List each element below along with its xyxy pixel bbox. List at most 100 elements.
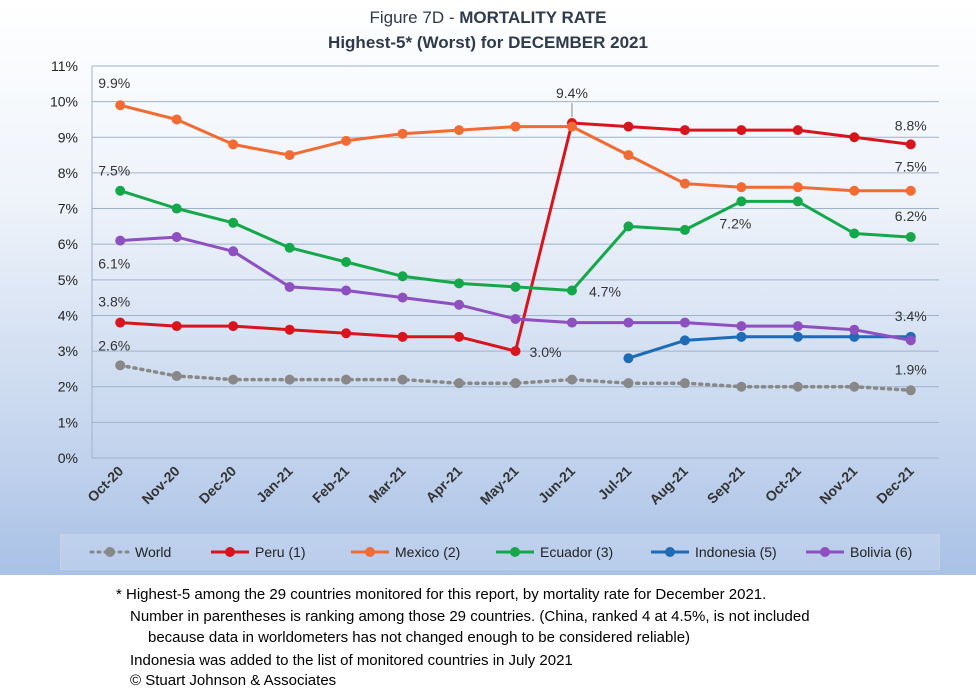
legend-entry: Mexico (2) xyxy=(351,544,460,560)
data-point xyxy=(736,182,747,193)
legend-swatch-marker xyxy=(510,547,520,557)
series-lines xyxy=(115,100,916,396)
data-point xyxy=(341,135,352,146)
data-label: 8.8% xyxy=(895,117,927,133)
data-point xyxy=(623,317,634,328)
data-label: 1.9% xyxy=(895,361,927,377)
data-point xyxy=(905,385,916,396)
data-point xyxy=(566,285,577,296)
data-point xyxy=(397,128,408,139)
series-mexico-2 xyxy=(115,100,916,196)
data-point xyxy=(736,196,747,207)
series-line xyxy=(118,363,913,393)
data-point xyxy=(736,381,747,392)
data-label: 2.6% xyxy=(98,337,130,353)
footnote-line-1: * Highest-5 among the 29 countries monit… xyxy=(116,586,767,603)
series-ecuador-3 xyxy=(115,185,916,296)
y-tick-label: 5% xyxy=(58,272,78,288)
data-point xyxy=(679,125,690,136)
data-label: 6.1% xyxy=(98,256,130,272)
data-point xyxy=(397,271,408,282)
y-tick-label: 8% xyxy=(58,165,78,181)
data-point xyxy=(171,321,182,332)
data-point xyxy=(905,139,916,150)
legend: World Peru (1) Mexico (2) Ecuador (3) Indone… xyxy=(60,534,940,570)
data-point xyxy=(284,150,295,161)
data-label: 3.8% xyxy=(98,294,130,310)
data-point xyxy=(171,203,182,214)
data-point xyxy=(228,374,239,385)
data-point xyxy=(397,292,408,303)
data-point xyxy=(510,346,521,357)
data-point xyxy=(284,324,295,335)
data-label: 4.7% xyxy=(589,284,621,300)
data-point xyxy=(454,331,465,342)
x-tick-label: Aug-21 xyxy=(646,463,691,508)
y-tick-label: 9% xyxy=(58,129,78,145)
data-point xyxy=(736,331,747,342)
legend-swatch-marker xyxy=(105,547,115,557)
x-tick-label: Apr-21 xyxy=(422,463,465,506)
legend-entry: Bolivia (6) xyxy=(806,544,912,560)
data-point xyxy=(510,121,521,132)
x-tick-label: Jun-21 xyxy=(535,463,578,506)
data-point xyxy=(623,378,634,389)
chart-title-prefix: Figure 7D - xyxy=(369,8,459,27)
y-tick-label: 4% xyxy=(58,307,78,323)
data-point xyxy=(341,257,352,267)
y-tick-label: 7% xyxy=(58,201,78,217)
legend-entries: World Peru (1) Mexico (2) Ecuador (3) Indone… xyxy=(89,544,912,560)
data-point xyxy=(849,381,860,392)
data-point xyxy=(623,150,634,161)
series-line xyxy=(119,189,911,292)
footnote-line-5: © Stuart Johnson & Associates xyxy=(130,672,337,689)
data-point xyxy=(454,278,465,289)
x-tick-label: Sep-21 xyxy=(704,463,748,507)
data-point xyxy=(397,374,408,385)
data-point xyxy=(115,235,126,246)
data-point xyxy=(792,381,803,392)
footnote-line-3: because data in worldometers has not cha… xyxy=(148,629,691,646)
data-point xyxy=(228,217,239,228)
data-label: 3.4% xyxy=(895,308,927,324)
data-point xyxy=(115,317,126,328)
data-point xyxy=(566,121,577,132)
data-point xyxy=(736,125,747,136)
y-tick-label: 2% xyxy=(58,379,78,395)
legend-entry: World xyxy=(89,544,171,560)
data-point xyxy=(341,328,352,339)
data-point xyxy=(849,324,860,335)
data-point xyxy=(171,371,182,382)
x-tick-label: May-21 xyxy=(477,463,522,508)
x-axis-ticks: Oct-20 Nov-20 Dec-20 Jan-21 Feb-21 Mar-21 Apr-… xyxy=(84,463,917,508)
data-point xyxy=(623,221,634,232)
y-tick-label: 11% xyxy=(51,58,78,74)
data-point xyxy=(792,331,803,342)
data-point xyxy=(905,232,916,243)
data-point xyxy=(679,317,690,328)
data-point xyxy=(454,125,465,136)
legend-swatch-marker xyxy=(820,547,830,557)
x-tick-label: Dec-20 xyxy=(196,463,240,507)
data-point xyxy=(510,378,521,389)
data-point xyxy=(510,314,521,325)
legend-swatch-marker xyxy=(665,547,675,557)
data-point xyxy=(679,178,690,189)
data-point xyxy=(736,321,747,332)
legend-label: Indonesia (5) xyxy=(695,544,777,560)
data-point xyxy=(623,121,634,132)
data-point xyxy=(284,374,295,385)
data-point xyxy=(905,335,916,346)
mortality-line-chart: Figure 7D - MORTALITY RATE Highest-5* (W… xyxy=(50,8,939,508)
data-point xyxy=(454,378,465,389)
x-tick-label: Mar-21 xyxy=(365,463,408,506)
data-point xyxy=(397,331,408,342)
chart-subtitle: Highest-5* (Worst) for DECEMBER 2021 xyxy=(328,33,648,52)
y-tick-label: 1% xyxy=(58,414,78,430)
data-point xyxy=(228,321,239,332)
legend-swatch-marker xyxy=(365,547,375,557)
series-line xyxy=(627,335,911,360)
data-point xyxy=(679,224,690,235)
data-point xyxy=(115,185,126,196)
chart-title: Figure 7D - MORTALITY RATE xyxy=(369,8,606,27)
